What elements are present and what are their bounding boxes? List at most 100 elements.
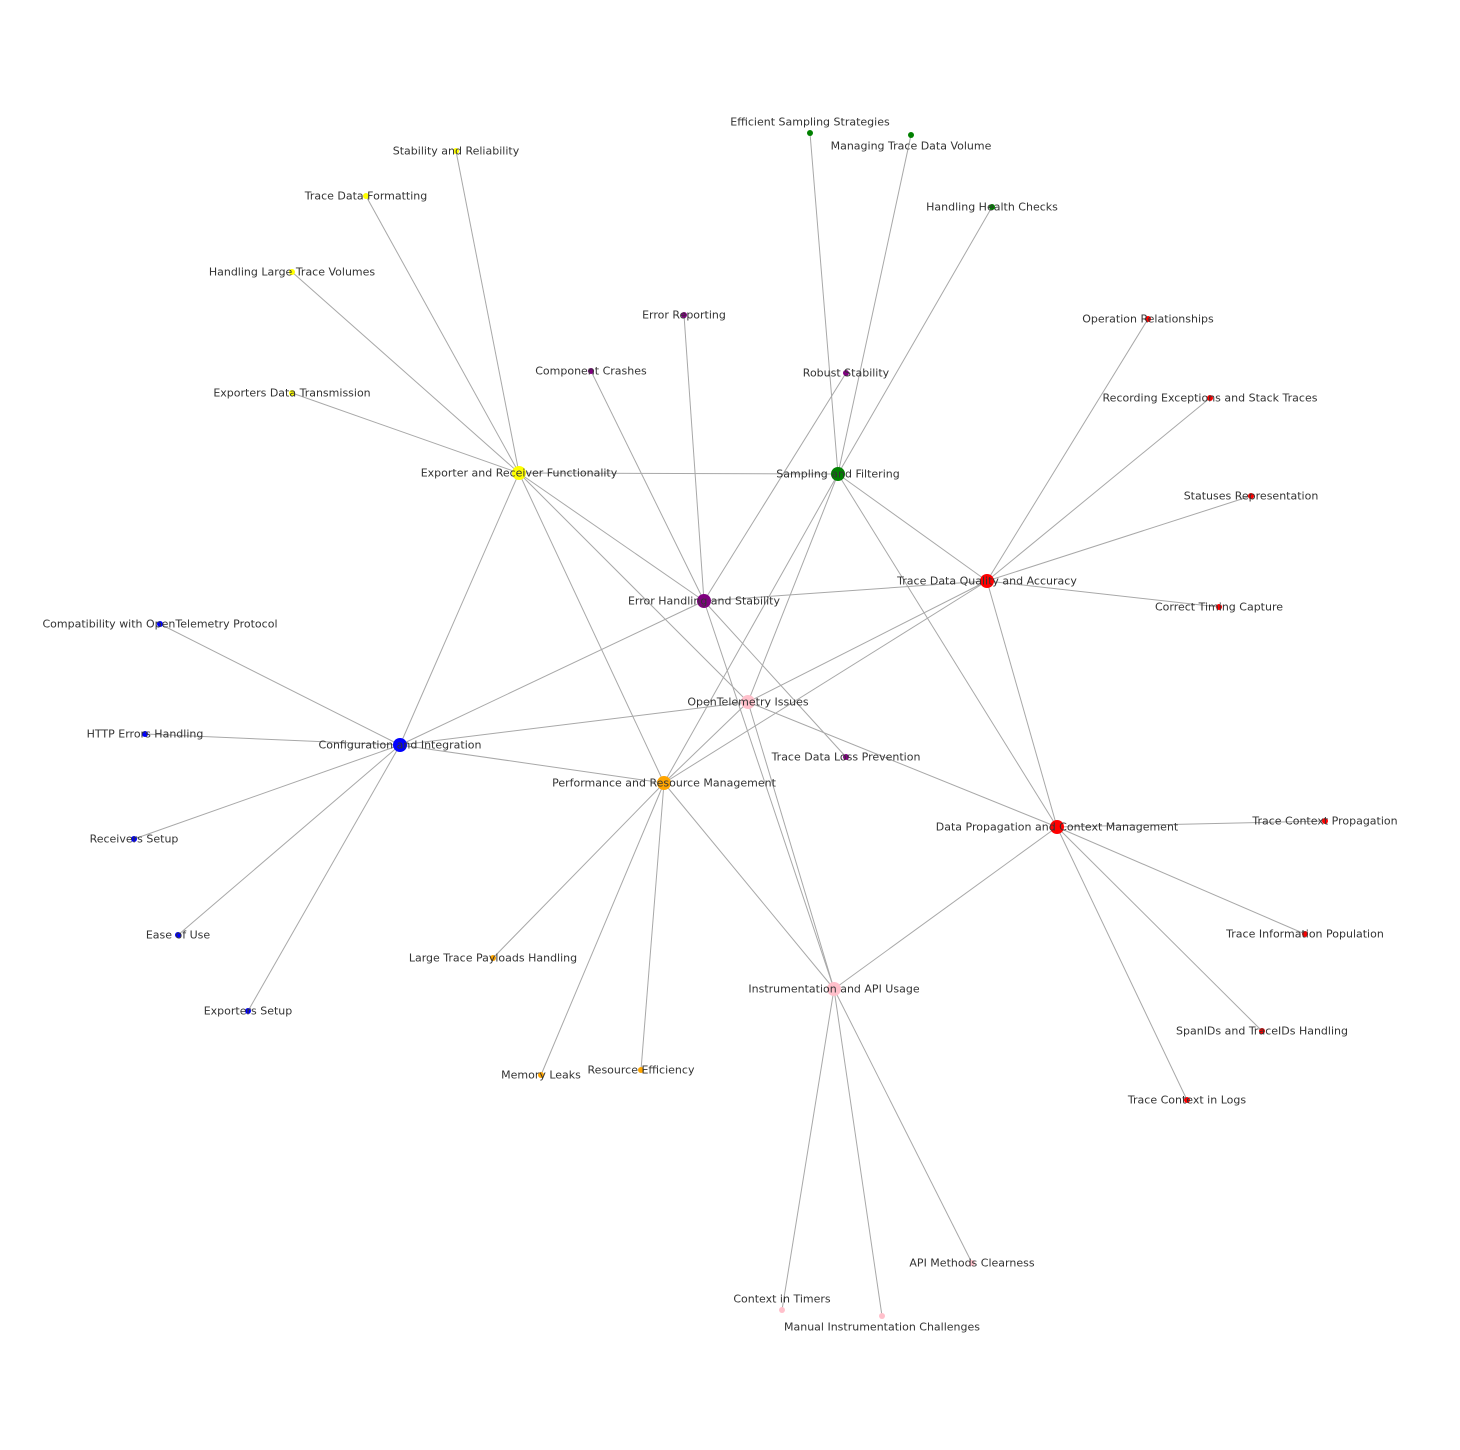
node-handling-large-trace-volumes bbox=[289, 269, 295, 275]
edge-cfg-l17 bbox=[144, 733, 401, 746]
node-label-compatibility-with-opentelemetry-protocol: Compatibility with OpenTelemetry Protoco… bbox=[43, 618, 278, 631]
node-label-http-errors-handling: HTTP Errors Handling bbox=[87, 728, 204, 741]
edge-samp-l5 bbox=[809, 132, 839, 475]
edge-tdq-l15 bbox=[986, 580, 1220, 608]
node-handling-health-checks bbox=[989, 204, 995, 210]
edge-err-l10 bbox=[703, 372, 847, 602]
edge-tdq-l13 bbox=[986, 397, 1211, 582]
node-performance-and-resource-management bbox=[657, 776, 671, 790]
labels-layer: OpenTelemetry Issues Exporter and Receive… bbox=[43, 116, 1398, 1334]
edge-root-perf bbox=[663, 701, 749, 784]
node-label-ease-of-use: Ease of Use bbox=[146, 929, 211, 942]
node-configuration-and-integration bbox=[393, 738, 407, 752]
edge-perf-l21 bbox=[492, 782, 665, 959]
node-trace-context-in-logs bbox=[1184, 1097, 1190, 1103]
node-label-spanids-and-traceids-handling: SpanIDs and TraceIDs Handling bbox=[1176, 1025, 1348, 1038]
node-component-crashes bbox=[588, 368, 594, 374]
node-label-efficient-sampling-strategies: Efficient Sampling Strategies bbox=[730, 116, 890, 129]
edge-samp-l7 bbox=[837, 206, 993, 475]
node-sampling-and-filtering bbox=[831, 467, 845, 481]
node-error-reporting bbox=[681, 312, 687, 318]
node-label-data-propagation-and-context-management: Data Propagation and Context Management bbox=[936, 821, 1179, 834]
edge-dp-l27 bbox=[1056, 826, 1188, 1101]
node-label-error-reporting: Error Reporting bbox=[642, 309, 726, 322]
node-data-propagation-and-context-management bbox=[1050, 820, 1064, 834]
node-managing-trace-data-volume bbox=[908, 132, 914, 138]
edge-dp-l24 bbox=[1056, 820, 1326, 828]
edge-root-dp bbox=[747, 701, 1058, 828]
node-label-opentelemetry-issues: OpenTelemetry Issues bbox=[687, 696, 809, 709]
node-label-trace-context-in-logs: Trace Context in Logs bbox=[1127, 1094, 1246, 1107]
node-instrumentation-and-api-usage bbox=[827, 982, 841, 996]
node-manual-instrumentation-challenges bbox=[879, 1313, 885, 1319]
node-trace-data-loss-prevention bbox=[843, 754, 849, 760]
edge-exp-l2 bbox=[365, 195, 520, 474]
node-label-exporter-and-receiver-functionality: Exporter and Receiver Functionality bbox=[421, 467, 618, 480]
node-label-resource-efficiency: Resource Efficiency bbox=[588, 1064, 695, 1077]
node-label-component-crashes: Component Crashes bbox=[535, 365, 647, 378]
node-label-sampling-and-filtering: Sampling and Filtering bbox=[776, 468, 899, 481]
node-trace-information-population bbox=[1302, 931, 1308, 937]
edge-root-exp bbox=[518, 472, 749, 703]
edge-exp-err bbox=[518, 472, 705, 602]
node-opentelemetry-issues bbox=[741, 695, 755, 709]
node-exporter-and-receiver-functionality bbox=[512, 466, 526, 480]
edge-perf-inst bbox=[663, 782, 835, 990]
node-label-configuration-and-integration: Configuration and Integration bbox=[319, 739, 482, 752]
node-label-trace-context-propagation: Trace Context Propagation bbox=[1251, 815, 1397, 828]
node-stability-and-reliability bbox=[453, 148, 459, 154]
edge-exp-l1 bbox=[455, 150, 520, 474]
node-error-handling-and-stability bbox=[697, 594, 711, 608]
edge-err-l9 bbox=[590, 370, 705, 602]
edge-samp-tdq bbox=[837, 473, 988, 582]
edge-samp-l6 bbox=[837, 134, 912, 475]
node-recording-exceptions-and-stack-traces bbox=[1207, 395, 1213, 401]
node-label-trace-data-formatting: Trace Data Formatting bbox=[304, 190, 428, 203]
edge-exp-l3 bbox=[291, 271, 520, 474]
edge-root-inst bbox=[747, 701, 835, 990]
node-label-statuses-representation: Statuses Representation bbox=[1184, 490, 1319, 503]
edge-err-l11 bbox=[703, 600, 847, 758]
node-large-trace-payloads-handling bbox=[490, 955, 496, 961]
node-operation-relationships bbox=[1145, 316, 1151, 322]
node-http-errors-handling bbox=[142, 731, 148, 737]
node-label-trace-data-quality-and-accuracy: Trace Data Quality and Accuracy bbox=[896, 575, 1077, 588]
edge-inst-l30 bbox=[833, 988, 883, 1317]
edge-cfg-l20 bbox=[247, 744, 401, 1012]
node-label-performance-and-resource-management: Performance and Resource Management bbox=[552, 777, 776, 790]
node-resource-efficiency bbox=[638, 1067, 644, 1073]
node-robust-stability bbox=[843, 370, 849, 376]
edge-dp-inst bbox=[833, 826, 1058, 990]
edge-inst-l29 bbox=[781, 988, 835, 1311]
node-label-trace-information-population: Trace Information Population bbox=[1225, 928, 1384, 941]
edge-err-l8 bbox=[683, 314, 705, 602]
edge-err-tdq bbox=[703, 580, 988, 602]
node-label-memory-leaks: Memory Leaks bbox=[501, 1069, 581, 1082]
edge-root-samp bbox=[747, 473, 839, 703]
node-label-instrumentation-and-api-usage: Instrumentation and API Usage bbox=[748, 983, 919, 996]
node-label-error-handling-and-stability: Error Handling and Stability bbox=[628, 595, 781, 608]
edge-err-cfg bbox=[399, 600, 705, 746]
edge-perf-l22 bbox=[540, 782, 665, 1076]
edge-exp-cfg bbox=[399, 472, 520, 746]
node-label-trace-data-loss-prevention: Trace Data Loss Prevention bbox=[771, 751, 921, 764]
node-ease-of-use bbox=[175, 932, 181, 938]
edge-samp-dp bbox=[837, 473, 1058, 828]
edges-layer bbox=[133, 132, 1326, 1317]
node-label-receivers-setup: Receivers Setup bbox=[90, 833, 179, 846]
node-label-exporters-data-transmission: Exporters Data Transmission bbox=[213, 387, 370, 400]
node-label-robust-stability: Robust Stability bbox=[803, 367, 890, 380]
node-label-stability-and-reliability: Stability and Reliability bbox=[393, 145, 520, 158]
node-label-manual-instrumentation-challenges: Manual Instrumentation Challenges bbox=[784, 1321, 980, 1334]
nodes-layer bbox=[131, 130, 1328, 1319]
node-label-recording-exceptions-and-stack-traces: Recording Exceptions and Stack Traces bbox=[1103, 392, 1318, 405]
edge-tdq-dp bbox=[986, 580, 1058, 828]
edge-root-cfg bbox=[399, 701, 749, 746]
node-label-large-trace-payloads-handling: Large Trace Payloads Handling bbox=[409, 952, 577, 965]
node-memory-leaks bbox=[538, 1072, 544, 1078]
edge-exp-l4 bbox=[291, 392, 520, 474]
node-spanids-and-traceids-handling bbox=[1259, 1028, 1265, 1034]
node-label-correct-timing-capture: Correct Timing Capture bbox=[1155, 601, 1283, 614]
node-label-handling-large-trace-volumes: Handling Large Trace Volumes bbox=[209, 266, 376, 279]
edge-perf-l23 bbox=[640, 782, 665, 1071]
